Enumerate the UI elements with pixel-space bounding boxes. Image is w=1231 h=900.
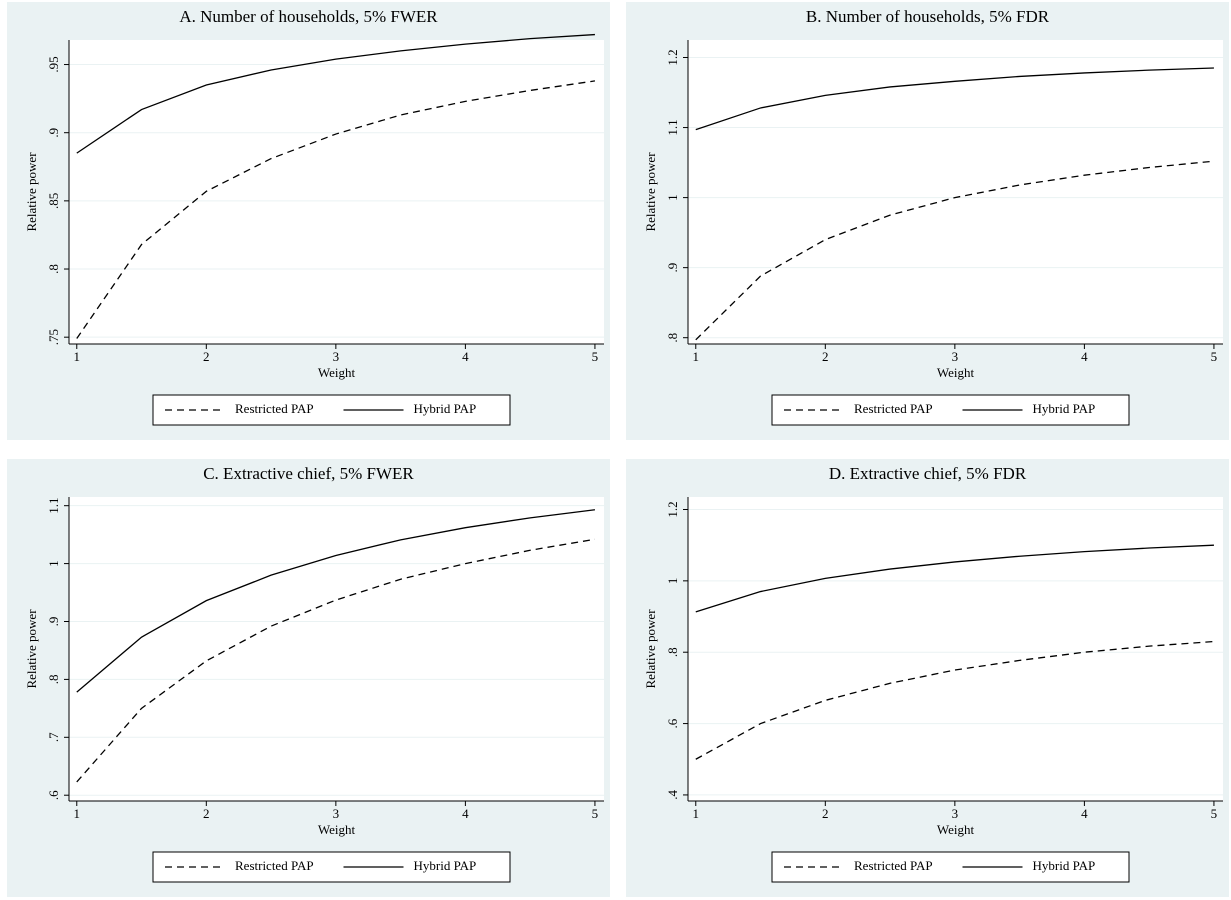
y-tick-label: .8 [46,264,61,274]
legend-box [771,851,1130,883]
y-tick-label: 1.2 [665,501,680,517]
legend-box [152,851,511,883]
legend-label: Restricted PAP [235,401,314,416]
line-series [76,80,596,339]
legend-label: Restricted PAP [235,858,314,873]
y-tick-label: .75 [46,329,61,345]
chart-title: B. Number of households, 5% FDR [806,7,1050,26]
x-axis-label: Weight [318,365,356,380]
x-tick-label: 5 [592,349,599,364]
x-tick-label: 4 [1081,349,1088,364]
y-tick-label: 1.1 [46,498,61,514]
y-tick-label: .9 [46,128,61,138]
y-tick-label: .8 [665,333,680,343]
plot-area [688,40,1223,344]
y-axis-label: Relative power [24,152,39,232]
x-tick-label: 2 [203,349,210,364]
y-axis-label: Relative power [643,609,658,689]
line-series [76,509,596,693]
y-tick-label: .8 [665,647,680,657]
line-series [76,33,595,154]
y-tick-label: .9 [665,263,680,273]
x-tick-label: 3 [333,349,340,364]
x-tick-label: 5 [1211,349,1218,364]
legend-label: Restricted PAP [854,401,933,416]
y-tick-label: .7 [46,732,61,742]
x-tick-label: 2 [822,806,829,821]
panel: D. Extractive chief, 5% FDR .4 .6 .8 1 1.2 1 2 3… [626,459,1229,897]
x-tick-label: 2 [203,806,210,821]
panel: B. Number of households, 5% FDR .8 .9 1 1.1 1… [626,2,1229,440]
y-axis-label: Relative power [24,609,39,689]
legend-label: Hybrid PAP [414,401,477,416]
y-tick-label: 1 [665,194,680,201]
y-tick-label: 1.2 [665,49,680,65]
x-tick-label: 1 [74,349,81,364]
y-tick-label: 1 [46,560,61,567]
x-tick-label: 3 [952,806,959,821]
x-tick-label: 4 [462,349,469,364]
panel: C. Extractive chief, 5% FWER .6 .7 .8 .9 1 1.1… [7,459,610,897]
chart-title: A. Number of households, 5% FWER [179,7,438,26]
x-tick-label: 1 [74,806,81,821]
x-tick-label: 1 [693,349,700,364]
x-axis-label: Weight [937,822,975,837]
x-tick-label: 5 [592,806,599,821]
y-axis-label: Relative power [643,152,658,232]
legend-box [152,394,511,426]
legend-label: Restricted PAP [854,858,933,873]
x-tick-label: 3 [333,806,340,821]
y-tick-label: .8 [46,675,61,685]
y-tick-label: 1.1 [665,119,680,135]
line-series [695,160,1214,341]
y-tick-label: .85 [46,193,61,209]
line-series [76,538,596,783]
legend-label: Hybrid PAP [1033,401,1096,416]
x-axis-label: Weight [318,822,356,837]
line-series [695,544,1214,613]
x-tick-label: 2 [822,349,829,364]
line-series [695,640,1214,760]
plot-area [69,40,604,344]
x-tick-label: 5 [1211,806,1218,821]
legend-label: Hybrid PAP [414,858,477,873]
legend-label: Hybrid PAP [1033,858,1096,873]
x-tick-label: 1 [693,806,700,821]
y-tick-label: .6 [46,790,61,800]
x-tick-label: 3 [952,349,959,364]
y-tick-label: 1 [665,578,680,585]
y-tick-label: .6 [665,718,680,728]
line-series [695,67,1214,131]
y-tick-label: .4 [665,790,680,800]
y-tick-label: .95 [46,56,61,72]
plot-area [688,497,1223,801]
x-tick-label: 4 [462,806,469,821]
plot-area [69,497,604,801]
x-tick-label: 4 [1081,806,1088,821]
panel: A. Number of households, 5% FWER .75 .8 .85… [7,2,610,440]
chart-title: C. Extractive chief, 5% FWER [203,464,414,483]
legend-box [771,394,1130,426]
y-tick-label: .9 [46,617,61,627]
x-axis-label: Weight [937,365,975,380]
chart-title: D. Extractive chief, 5% FDR [829,464,1027,483]
